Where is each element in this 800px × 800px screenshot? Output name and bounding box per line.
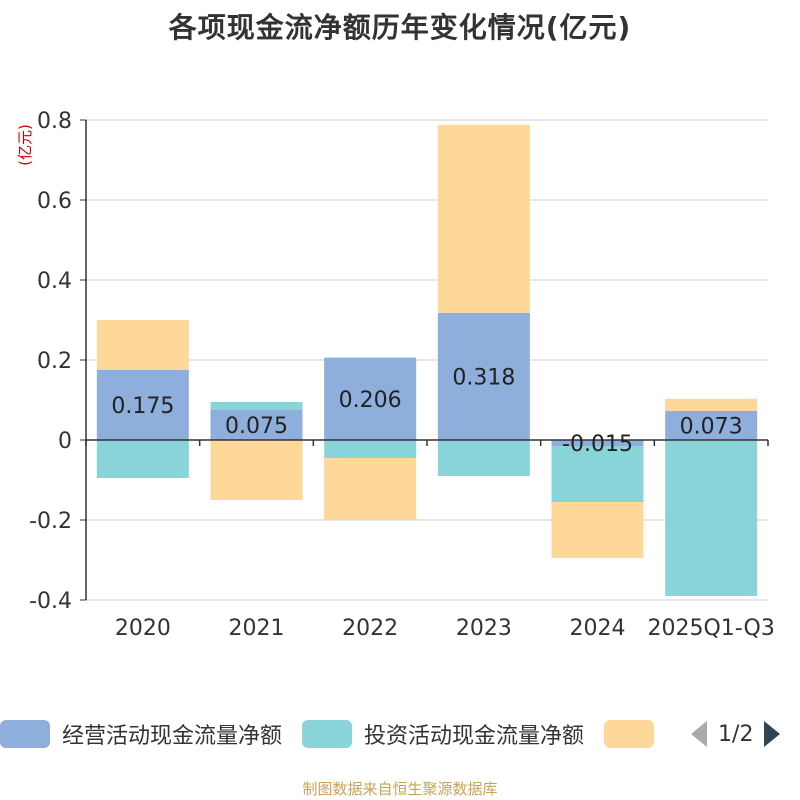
- bar-segment: [665, 440, 758, 596]
- data-label: -0.015: [562, 432, 633, 457]
- bar-segment: [210, 440, 303, 500]
- data-label: 0.175: [111, 394, 174, 419]
- y-tick-label: 0.6: [37, 189, 72, 214]
- y-tick-label: -0.4: [29, 589, 72, 614]
- x-tick-label: 2020: [115, 616, 171, 641]
- y-tick-label: -0.2: [29, 509, 72, 534]
- bar-segment: [324, 357, 417, 440]
- x-tick-label: 2022: [342, 616, 398, 641]
- x-tick-label: 2023: [456, 616, 512, 641]
- chart-title: 各项现金流净额历年变化情况(亿元): [168, 11, 632, 44]
- x-tick-label: 2024: [570, 616, 626, 641]
- y-axis-label: (亿元): [16, 124, 34, 166]
- y-tick-label: 0.2: [37, 349, 72, 374]
- bar-segment: [96, 370, 189, 440]
- bar-segment: [665, 410, 758, 440]
- data-label: 0.075: [225, 414, 288, 439]
- legend-swatch-third: [604, 720, 655, 748]
- legend-swatch-operating: [0, 720, 50, 748]
- data-label: 0.206: [339, 388, 402, 413]
- legend-swatch-investing: [302, 720, 353, 748]
- legend: 经营活动现金流量净额 投资活动现金流量净额 1/2: [0, 716, 800, 752]
- y-tick-label: 0.4: [37, 269, 72, 294]
- legend-label-investing: 投资活动现金流量净额: [364, 724, 585, 749]
- legend-page-indicator: 1/2: [718, 721, 754, 747]
- bar-segment: [96, 320, 189, 370]
- bar-segment: [551, 440, 644, 446]
- bar-segment: [551, 502, 644, 558]
- bar-segment: [437, 124, 530, 313]
- chart-canvas: 0.8 0.6 0.4 0.2 0 -0.2 -0.4 (亿元) 2020 2021 2022 202…: [16, 109, 775, 641]
- bar-segment: [437, 312, 530, 440]
- bar-segment: [665, 398, 758, 411]
- legend-prev-icon[interactable]: [690, 720, 708, 748]
- legend-next-icon[interactable]: [763, 720, 781, 748]
- y-tick-label: 0.8: [37, 109, 72, 134]
- bar-segment: [324, 458, 417, 520]
- legend-item-operating[interactable]: 经营活动现金流量净额: [0, 718, 282, 750]
- x-tick-label: 2021: [229, 616, 285, 641]
- data-label: 0.318: [452, 365, 515, 390]
- legend-item-investing[interactable]: 投资活动现金流量净额: [302, 718, 584, 750]
- legend-item-third[interactable]: [604, 720, 666, 748]
- data-label: 0.073: [680, 414, 743, 439]
- legend-label-operating: 经营活动现金流量净额: [62, 724, 283, 749]
- bar-segment: [210, 410, 303, 440]
- bar-segment: [210, 402, 303, 410]
- legend-pager: 1/2: [690, 720, 781, 748]
- data-source-footer: 制图数据来自恒生聚源数据库: [302, 780, 498, 798]
- bar-segment: [437, 440, 530, 476]
- bar-segment: [96, 440, 189, 478]
- bar-segment: [551, 446, 644, 502]
- x-tick-label: 2025Q1-Q3: [647, 616, 774, 641]
- bar-segment: [324, 440, 417, 458]
- y-tick-label: 0: [58, 429, 72, 454]
